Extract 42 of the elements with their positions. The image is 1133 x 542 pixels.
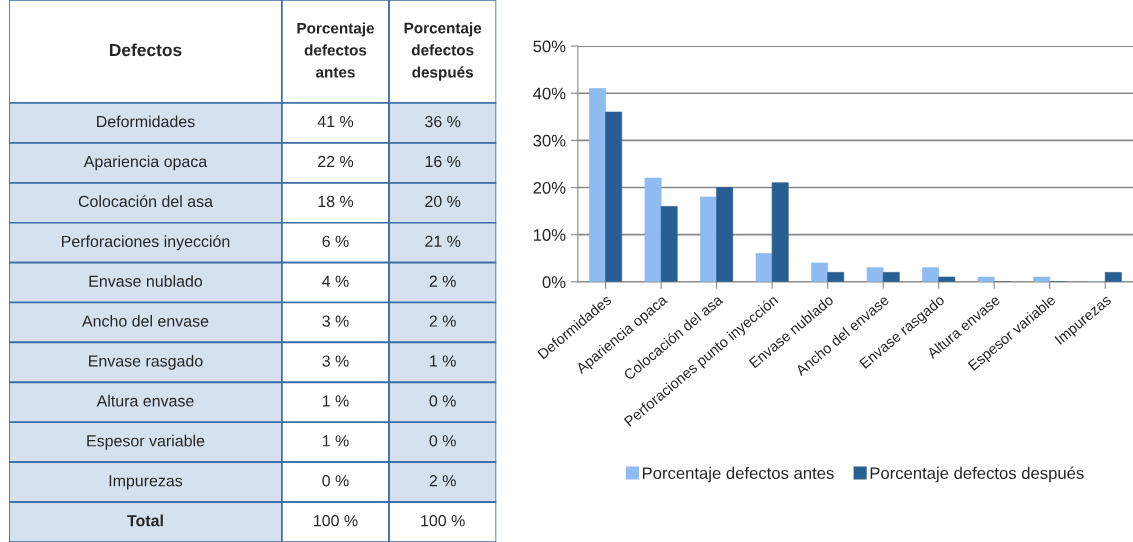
y-tick-label: 30%	[533, 134, 566, 147]
text: 100 %	[421, 515, 465, 527]
text: Defectos	[109, 43, 182, 57]
text: Porcentaje defectos antes	[297, 22, 375, 78]
y-tick-label: 50%	[533, 40, 566, 53]
y-tick-label: 40%	[533, 87, 566, 100]
text: 16 %	[425, 155, 461, 168]
text: 2 %	[429, 275, 456, 287]
text: Apariencia opaca	[83, 155, 208, 171]
text: 36 %	[425, 115, 461, 128]
text: Perforaciones inyección	[62, 235, 230, 251]
text: 3 %	[322, 355, 349, 367]
text: 0 %	[429, 435, 456, 447]
legend-label: Porcentaje defectos después	[870, 466, 1084, 483]
text: 1 %	[430, 355, 456, 367]
text: 6 %	[322, 235, 349, 247]
text: 22 %	[318, 155, 354, 168]
legend-label: Porcentaje defectos antes	[642, 466, 834, 483]
text: 1 %	[322, 395, 349, 407]
text: Impurezas	[109, 475, 183, 490]
text: 100 %	[314, 515, 358, 527]
text: 41 %	[317, 115, 354, 128]
text: 18 %	[318, 195, 354, 208]
text: 2 %	[429, 315, 456, 327]
text: Colocación del asa	[78, 195, 213, 208]
y-tick-label: 20%	[533, 181, 566, 194]
text: 20 %	[425, 195, 461, 208]
text: 0 %	[429, 395, 456, 407]
text: 3 %	[322, 315, 349, 327]
text: 2 %	[429, 475, 456, 487]
text: Porcentaje defectos después	[404, 22, 482, 81]
text: 0 %	[322, 475, 349, 487]
text: Total	[127, 514, 163, 527]
text: 1 %	[322, 435, 349, 447]
text: Altura envase	[96, 394, 194, 407]
text: Espesor variable	[87, 434, 205, 450]
text: Envase nublado	[89, 275, 203, 287]
text: Deformidades	[97, 115, 195, 128]
text: 21 %	[425, 235, 461, 247]
y-tick-label: 10%	[533, 229, 566, 241]
y-tick-label: 0%	[542, 276, 566, 289]
text: 4 %	[322, 275, 349, 287]
